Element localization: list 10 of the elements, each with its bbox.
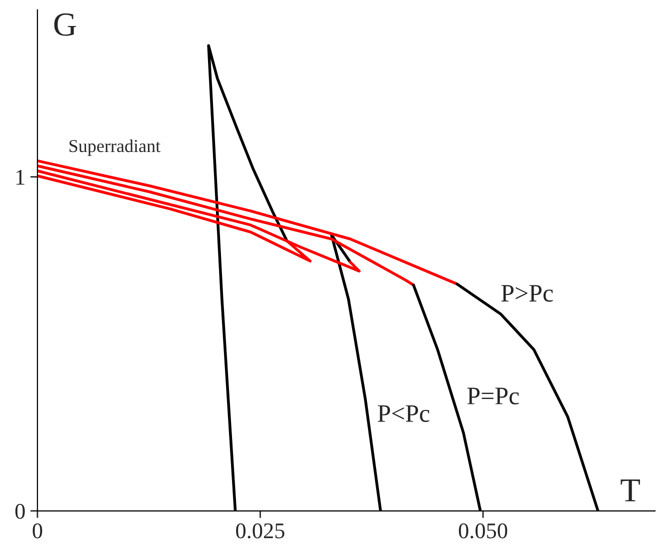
x-axis-title: T bbox=[620, 479, 640, 502]
x-tick-label: 0.050 bbox=[458, 523, 508, 538]
annotation: P<Pc bbox=[378, 405, 430, 422]
x-tick-label: 0.025 bbox=[236, 523, 284, 538]
annotation: P=Pc bbox=[467, 388, 519, 404]
y-axis-title: G bbox=[54, 13, 76, 36]
annotation: P>Pc bbox=[501, 285, 553, 302]
x-tick-label: 0 bbox=[32, 523, 42, 538]
y-tick-label: 1 bbox=[16, 170, 24, 185]
annotation: Superradiant bbox=[70, 139, 160, 156]
